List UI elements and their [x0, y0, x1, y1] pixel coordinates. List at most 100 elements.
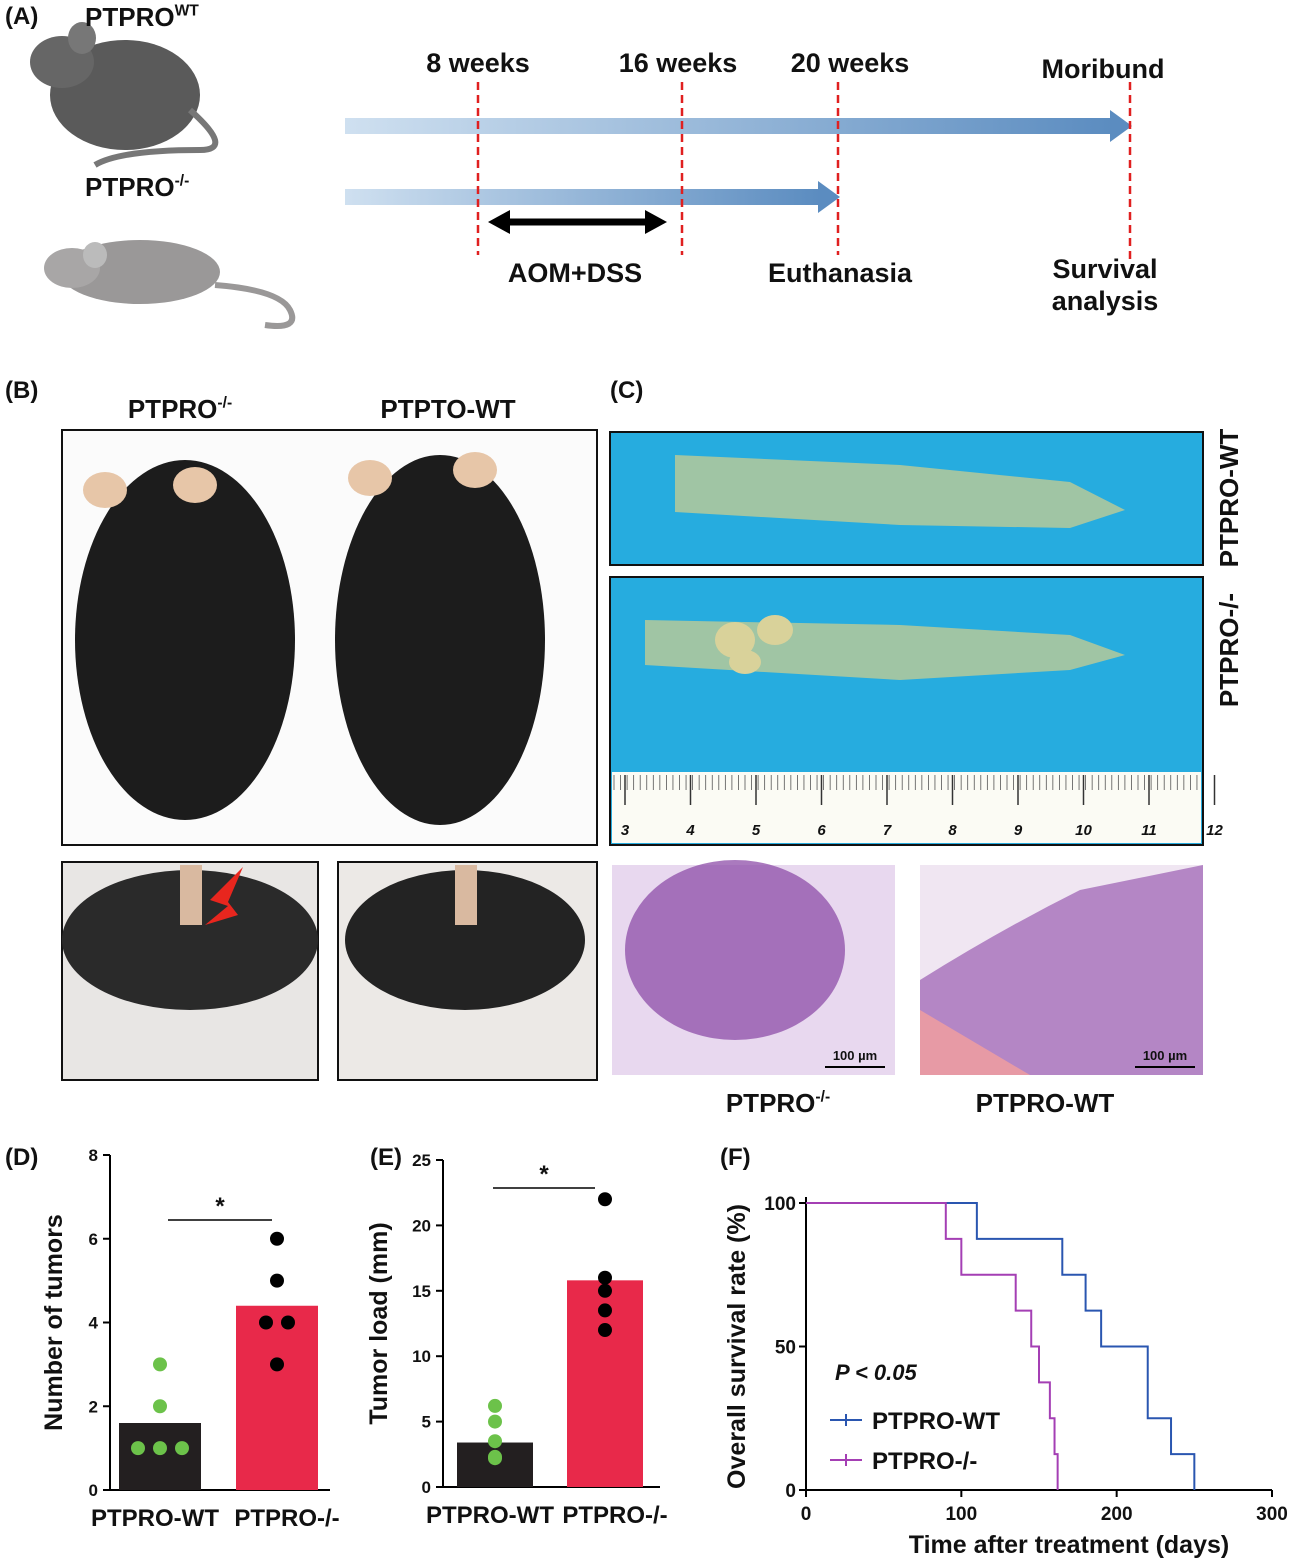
label-main: PTPTO-WT: [380, 394, 515, 424]
label: 7: [883, 822, 892, 839]
x-axis-label: Time after treatment (days): [909, 1531, 1229, 1559]
y-tick-label: 4: [89, 1314, 99, 1333]
label: 6: [817, 822, 826, 839]
data-point: [598, 1303, 612, 1318]
x-tick-label: PTPRO-/-: [234, 1505, 339, 1532]
data-point: [281, 1315, 295, 1330]
label: 100 µm: [1143, 1048, 1187, 1063]
x-tick-label: PTPRO-WT: [91, 1505, 219, 1532]
label-main: PTPRO: [85, 172, 175, 202]
mouse-ko: [44, 240, 296, 329]
label: AOM+DSS: [508, 258, 642, 288]
label: (F): [720, 1144, 751, 1171]
data-point: [259, 1315, 273, 1330]
label: 9: [1014, 822, 1023, 839]
annotation: P < 0.05: [835, 1360, 918, 1385]
data-point: [598, 1270, 612, 1285]
legend-label: PTPRO-/-: [872, 1448, 977, 1475]
y-axis-label: Overall survival rate (%): [723, 1204, 751, 1489]
data-point: [598, 1323, 612, 1338]
y-tick-label: 6: [89, 1230, 98, 1249]
label: Euthanasia: [768, 258, 913, 288]
label: 11: [1141, 822, 1157, 839]
y-tick-label: 25: [412, 1151, 431, 1170]
survival-curve: [806, 1202, 1196, 1490]
label: (A): [5, 3, 38, 30]
label: 100 µm: [833, 1048, 877, 1063]
label: 10: [1075, 822, 1092, 839]
label: PTPRO-/-: [128, 394, 232, 424]
x-tick-label: 0: [801, 1504, 812, 1525]
y-tick-label: 0: [89, 1481, 98, 1500]
timeline-arrows: [345, 82, 1132, 260]
y-tick-label: 100: [764, 1194, 796, 1215]
data-point: [270, 1231, 284, 1246]
y-axis-label: Tumor load (mm): [365, 1222, 393, 1424]
label: (E): [370, 1144, 402, 1171]
label: (B): [5, 377, 38, 404]
label-sup: -/-: [815, 1089, 830, 1106]
y-tick-label: 2: [89, 1397, 98, 1416]
label-main: PTPRO-WT: [976, 1088, 1115, 1118]
label: 3: [621, 822, 630, 839]
label: 12: [1206, 822, 1223, 839]
y-tick-label: 0: [422, 1478, 431, 1497]
label: Survival: [1052, 254, 1157, 284]
data-point: [488, 1398, 502, 1413]
label: 8: [948, 822, 957, 839]
label: PTPTO-WT: [380, 394, 515, 424]
data-point: [270, 1273, 284, 1288]
data-point: [598, 1192, 612, 1207]
data-point: [488, 1414, 502, 1429]
label: PTPRO-/-: [1214, 593, 1244, 707]
label-main: PTPRO: [85, 2, 175, 32]
label: PTPRO-WT: [1214, 429, 1244, 568]
label: 5: [752, 822, 761, 839]
data-point: [131, 1441, 145, 1456]
y-tick-label: 5: [422, 1413, 431, 1432]
significance: *: [539, 1161, 549, 1188]
label-sup: -/-: [217, 395, 232, 412]
y-tick-label: 8: [89, 1146, 98, 1165]
x-tick-label: 300: [1256, 1504, 1288, 1525]
y-tick-label: 15: [412, 1282, 431, 1301]
data-point: [153, 1357, 167, 1372]
x-tick-label: PTPRO-WT: [426, 1502, 554, 1529]
label-sup: WT: [175, 3, 200, 20]
y-tick-label: 0: [785, 1481, 796, 1502]
data-point: [270, 1357, 284, 1372]
x-tick-label: 200: [1101, 1504, 1133, 1525]
y-tick-label: 20: [412, 1216, 431, 1235]
y-axis-label: Number of tumors: [40, 1214, 68, 1431]
mouse-wt: [30, 22, 219, 168]
survival-curve: [806, 1202, 1059, 1490]
label-main: PTPRO: [726, 1088, 816, 1118]
data-point: [153, 1399, 167, 1414]
data-point: [488, 1434, 502, 1449]
label: analysis: [1052, 286, 1159, 316]
significance: *: [215, 1193, 225, 1220]
label: (D): [5, 1144, 38, 1171]
label: PTPRO-/-: [85, 172, 189, 202]
label: PTPRO-/-: [726, 1088, 830, 1118]
photo-c: [609, 431, 1204, 1075]
label: PTPROWT: [85, 2, 199, 32]
data-point: [175, 1441, 189, 1456]
x-tick-label: 100: [945, 1504, 977, 1525]
label-main: PTPRO: [128, 394, 218, 424]
bar: [236, 1305, 318, 1490]
x-tick-label: PTPRO-/-: [562, 1502, 667, 1529]
data-point: [488, 1449, 502, 1464]
label: 16 weeks: [619, 48, 738, 78]
label: (C): [610, 377, 643, 404]
y-tick-label: 50: [775, 1338, 796, 1359]
label: 20 weeks: [791, 48, 910, 78]
label: Moribund: [1042, 54, 1165, 84]
y-tick-label: 10: [412, 1347, 431, 1366]
label: 8 weeks: [426, 48, 530, 78]
photo-b: [61, 429, 598, 1081]
bar: [119, 1423, 201, 1490]
label-sup: -/-: [175, 173, 190, 190]
data-point: [598, 1283, 612, 1298]
